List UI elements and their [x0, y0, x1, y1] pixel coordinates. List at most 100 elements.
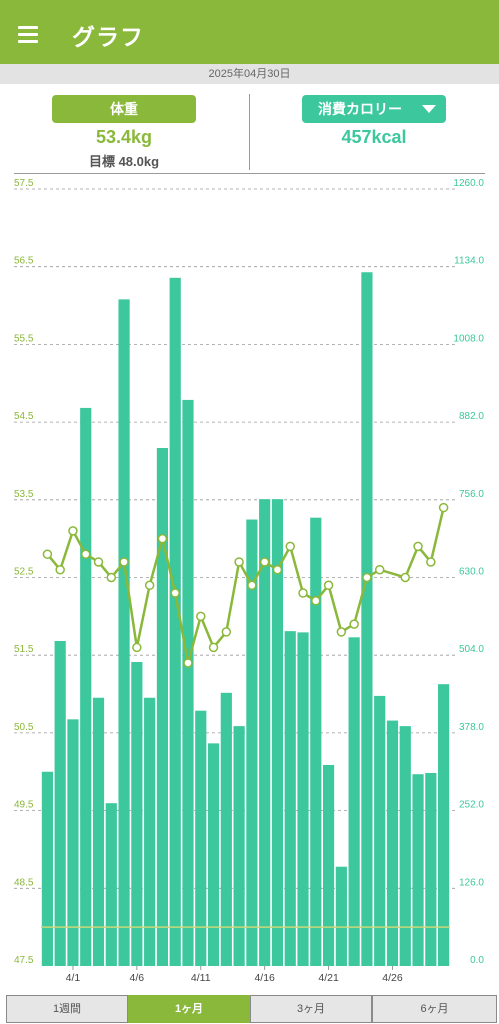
tab-6-months[interactable]: 6ヶ月 [372, 995, 497, 1023]
weight-point [132, 642, 142, 653]
left-axis-tick-label: 53.5 [14, 489, 34, 500]
weight-point [196, 611, 206, 622]
tab-1-week[interactable]: 1週間 [6, 995, 128, 1023]
x-axis-tick-label: 4/16 [254, 972, 275, 984]
weight-point [234, 557, 244, 567]
weight-point [68, 526, 78, 536]
calorie-bar [156, 448, 169, 966]
right-axis-tick-label: 1008.0 [453, 333, 484, 344]
weight-point [144, 580, 155, 591]
left-axis-tick-label: 48.5 [14, 877, 34, 888]
right-axis-tick-label: 1260.0 [453, 178, 484, 189]
tab-3-months[interactable]: 3ヶ月 [250, 995, 372, 1023]
calorie-dropdown[interactable]: 消費カロリー [302, 95, 446, 123]
x-axis-tick-label: 4/21 [318, 972, 339, 984]
page-title: グラフ [72, 24, 144, 50]
calorie-bar [310, 517, 322, 966]
calorie-bar [322, 764, 335, 966]
calorie-bar [348, 637, 360, 966]
calorie-value: 457kcal [341, 127, 407, 147]
weight-point [208, 642, 219, 653]
weight-point [438, 502, 449, 513]
summary-bottom-line [14, 173, 485, 174]
left-axis-tick-label: 49.5 [14, 800, 34, 811]
calorie-bar [92, 697, 105, 966]
calorie-bar [195, 710, 207, 966]
weight-value: 53.4kg [95, 127, 153, 147]
calorie-bar [297, 632, 309, 966]
calorie-bar [386, 720, 399, 966]
calorie-bar [438, 684, 450, 966]
left-axis-tick-label: 47.5 [14, 955, 34, 966]
calorie-bar [399, 726, 411, 966]
right-axis-tick-label: 756.0 [459, 489, 484, 500]
weight-point [119, 557, 129, 567]
weight-point [247, 580, 257, 591]
summary-panel: 体重 53.4kg 目標 48.0kg 消費カロリー 457kcal [0, 84, 499, 176]
right-axis-tick-label: 504.0 [459, 644, 484, 655]
right-axis-tick-label: 630.0 [459, 567, 484, 578]
calorie-bar [207, 743, 220, 966]
calorie-bar [425, 772, 437, 966]
x-axis-tick-label: 4/11 [191, 972, 211, 984]
calorie-bar [54, 641, 66, 966]
calorie-bar [169, 277, 181, 966]
x-axis-tick-label: 4/26 [382, 972, 403, 984]
right-axis-tick-label: 882.0 [459, 411, 484, 422]
left-axis-tick-label: 50.5 [14, 722, 34, 733]
calorie-bar [374, 695, 386, 966]
app-bar: グラフ [0, 0, 499, 64]
weight-point [55, 564, 65, 575]
weight-point [400, 572, 411, 583]
calorie-bar [131, 661, 143, 966]
weight-point [272, 564, 283, 575]
weight-point [285, 541, 295, 552]
weight-point [93, 557, 104, 567]
weight-point [170, 588, 180, 598]
weight-button[interactable]: 体重 [52, 95, 196, 123]
tab-1-month[interactable]: 1ヶ月 [128, 995, 250, 1023]
calorie-bar [67, 719, 79, 966]
calorie-bar [80, 407, 92, 966]
calorie-bar [105, 803, 117, 966]
weight-point [362, 572, 372, 583]
weight-point [298, 588, 308, 598]
calorie-bar [246, 519, 258, 966]
weight-point [323, 580, 334, 591]
menu-icon[interactable] [18, 26, 40, 43]
weight-point [336, 627, 347, 637]
calorie-bar [182, 399, 194, 966]
goal-weight: 目標 48.0kg [88, 154, 160, 169]
x-axis-tick-label: 4/6 [130, 972, 145, 984]
left-axis-tick-label: 51.5 [14, 644, 34, 655]
x-axis-tick-label: 4/1 [66, 972, 81, 984]
date-label: 2025年04月30日 [0, 64, 499, 84]
weight-point [221, 627, 232, 637]
calorie-bar [41, 771, 53, 966]
left-axis-tick-label: 56.5 [14, 256, 34, 267]
weight-point [183, 658, 193, 668]
period-tabs: 1週間 1ヶ月 3ヶ月 6ヶ月 [6, 995, 497, 1023]
right-axis-tick-label: 126.0 [459, 877, 484, 888]
left-axis-tick-label: 54.5 [14, 411, 34, 422]
right-axis-tick-label: 252.0 [459, 800, 484, 811]
weight-point [106, 572, 117, 583]
left-axis-tick-label: 52.5 [14, 567, 34, 578]
calorie-dropdown-label: 消費カロリー [318, 101, 402, 117]
right-axis-tick-label: 378.0 [459, 722, 484, 733]
calorie-bar [118, 299, 130, 967]
calorie-bar [220, 692, 232, 966]
weight-line [46, 507, 445, 664]
calorie-bar [335, 866, 347, 966]
right-axis-tick-label: 1134.0 [454, 256, 484, 267]
weight-point [426, 557, 436, 567]
weight-point [42, 549, 53, 559]
calorie-bar [284, 631, 296, 966]
calorie-bar [271, 499, 284, 966]
weight-point [157, 533, 168, 544]
right-axis-tick-label: 0.0 [470, 955, 484, 966]
dropdown-triangle-icon [422, 105, 436, 113]
left-axis-tick-label: 57.5 [14, 178, 34, 189]
weight-point [413, 541, 423, 552]
calorie-bar [259, 499, 271, 966]
